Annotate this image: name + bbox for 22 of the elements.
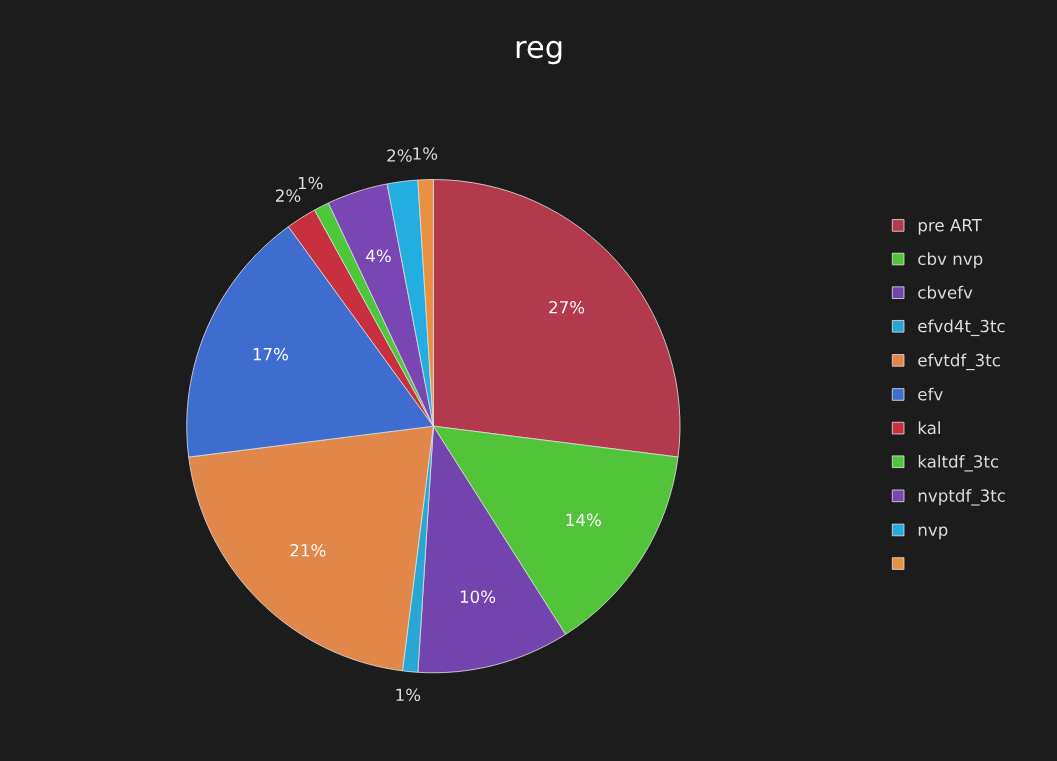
legend-label: efvtdf_3tc	[918, 353, 1000, 371]
legend-label: cbv nvp	[918, 252, 983, 269]
data-label: 4%	[366, 249, 391, 263]
legend-label: kal	[918, 421, 940, 435]
legend-label: pre ART	[918, 219, 982, 235]
data-label: 14%	[566, 513, 601, 527]
legend-label: cbvefv	[918, 285, 973, 299]
legend-label: efvd4t_3tc	[918, 319, 1005, 337]
data-label: 17%	[253, 347, 288, 361]
legend-label: nvp	[918, 526, 948, 540]
data-label: 1%	[298, 176, 323, 190]
data-label: 10%	[460, 590, 496, 603]
data-label: 2%	[276, 189, 301, 202]
chart-title: reg	[516, 40, 562, 65]
legend-label: efv	[918, 387, 943, 401]
data-label: 2%	[387, 149, 412, 162]
legend-label: kaltdf_3tc	[918, 454, 999, 472]
data-label: 1%	[413, 147, 438, 160]
data-label: 21%	[290, 543, 326, 557]
data-label: 27%	[549, 300, 585, 314]
legend-label: nvptdf_3tc	[918, 489, 1005, 506]
data-label: 1%	[396, 688, 421, 702]
